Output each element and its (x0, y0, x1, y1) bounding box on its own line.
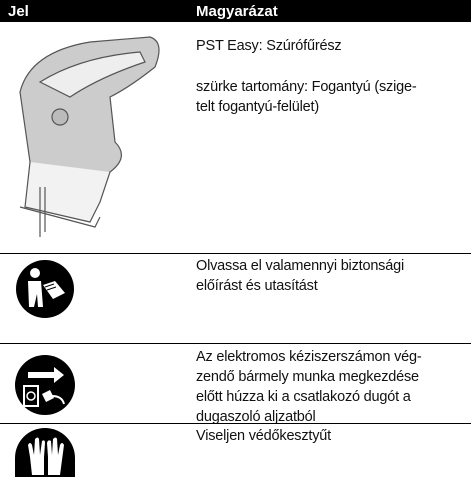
header-cell: Magyarázat (196, 3, 278, 20)
row-rule (0, 423, 471, 424)
table-header: Jel Magyarázat (0, 0, 471, 22)
row-text: Olvassa el valamennyi biztonsági előírás… (196, 256, 468, 296)
header-cell: Jel (8, 3, 29, 20)
text-line: szürke tartomány: Fogantyú (szige- (196, 79, 417, 95)
text-line: előtt húzza ki a csatlakozó dugót a (196, 389, 411, 405)
text-line: előírást és utasítást (196, 278, 318, 294)
text-line: telt fogantyú-felület) (196, 99, 319, 115)
row-rule (0, 253, 471, 254)
text-line: dugaszoló aljzatból (196, 409, 316, 425)
read-manual-icon (16, 260, 74, 318)
text-line: Viseljen védőkesztyűt (196, 428, 331, 444)
row-rule (0, 343, 471, 344)
text-line: Olvassa el valamennyi biztonsági (196, 258, 404, 274)
row-text: Viseljen védőkesztyűt (196, 426, 468, 446)
unplug-icon (15, 355, 75, 415)
row-text: Az elektromos kéziszerszámon vég- zendő … (196, 347, 468, 427)
text-line: Az elektromos kéziszerszámon vég- (196, 349, 422, 365)
row-text: PST Easy: Szúrófűrész (196, 36, 468, 56)
jigsaw-icon (19, 36, 160, 237)
text-line: PST Easy: Szúrófűrész (196, 38, 342, 54)
text-line: zendő bármely munka megkezdése (196, 369, 419, 385)
gloves-icon (15, 428, 75, 477)
row-text: szürke tartomány: Fogantyú (szige- telt … (196, 77, 468, 117)
